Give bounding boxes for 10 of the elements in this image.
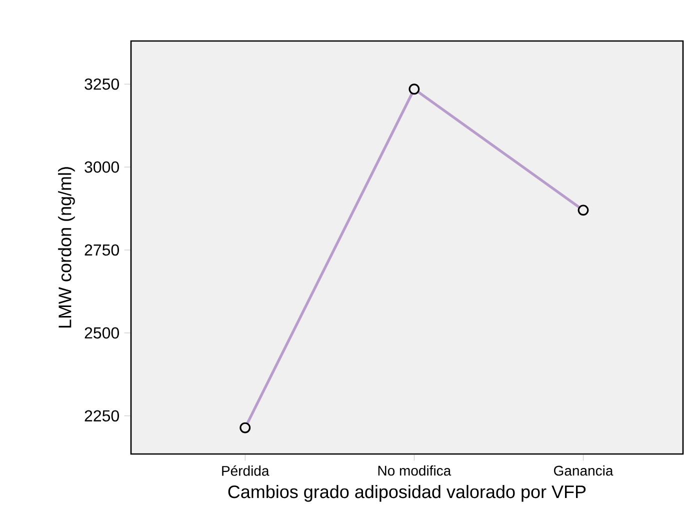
y-tick-label: 2250 <box>84 410 119 422</box>
x-tick-label: Pérdida <box>222 465 270 476</box>
y-axis-title: LMW cordon (ng/ml) <box>58 167 75 328</box>
y-tick-label: 3000 <box>84 161 119 173</box>
x-axis-title: Cambios grado adiposidad valorado por VFP <box>228 484 586 502</box>
x-tick-label: Ganancia <box>554 465 614 476</box>
y-tick-label: 3250 <box>84 78 119 90</box>
y-tick-label: 2500 <box>84 327 119 339</box>
y-tick-label: 2750 <box>84 244 119 256</box>
x-tick-label: No modifica <box>378 465 452 476</box>
